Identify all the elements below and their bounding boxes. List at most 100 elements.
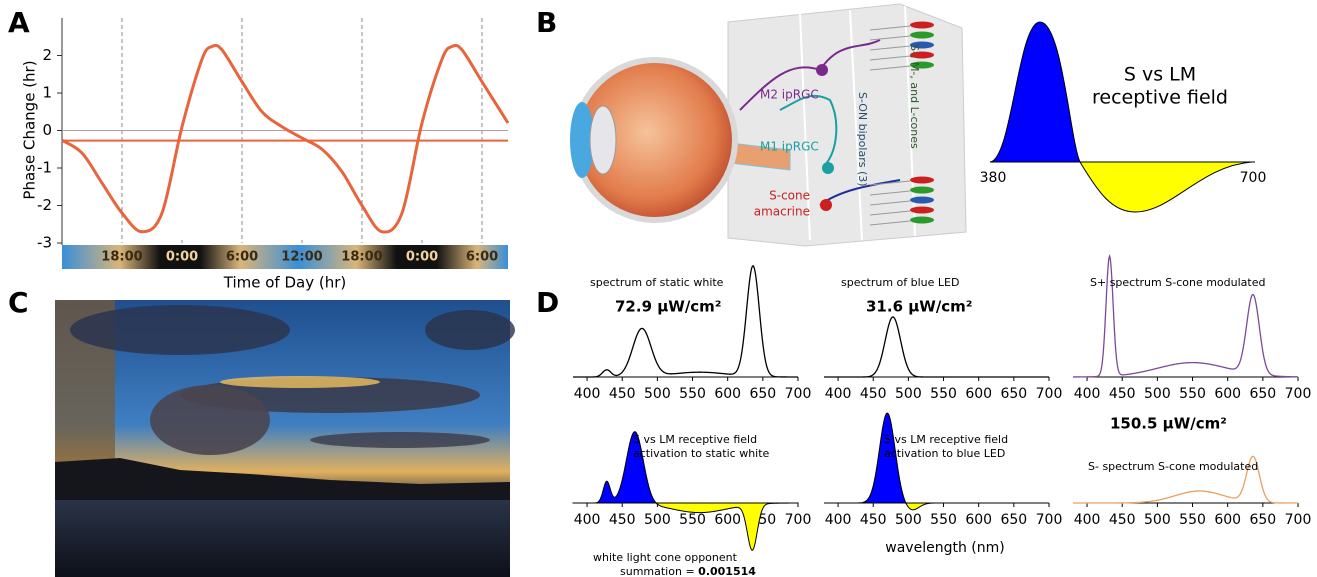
x-tick-label: 400 (574, 386, 601, 402)
rf-range-label: 380 (980, 170, 1007, 186)
rf-title: receptive field (1092, 87, 1228, 109)
x-tick-label: 450 (609, 512, 636, 528)
x-tick-label: 400 (825, 512, 852, 528)
cloud (150, 385, 270, 455)
sunset-photo (55, 300, 515, 577)
x-tick-label: 400 (1074, 386, 1101, 402)
x-tick-label: 500 (895, 386, 922, 402)
x-tick-label: 500 (1144, 386, 1171, 402)
plot-caption: spectrum of blue LED (841, 276, 959, 289)
x-tick-label: 700 (785, 512, 812, 528)
x-tick-label: 650 (1000, 512, 1027, 528)
x-tick-label: 500 (644, 512, 671, 528)
water (55, 500, 510, 577)
x-tick-label: 500 (1144, 512, 1171, 528)
spectrum-curve (1073, 256, 1298, 377)
x-tick-label: 400 (1074, 512, 1101, 528)
plot-caption: S vs LM receptive field (884, 433, 1008, 446)
cloud (425, 310, 515, 350)
x-axis-label: Time of Day (hr) (223, 274, 346, 292)
y-tick-label: 2 (42, 46, 52, 64)
x-tick-label: 18:00 (101, 250, 142, 265)
irradiance: 31.6 μW/cm² (866, 298, 972, 316)
cloud (70, 305, 290, 355)
x-tick-label: 600 (1214, 386, 1241, 402)
x-tick-label: 650 (749, 386, 776, 402)
eye-diagram: M2 ipRGC M1 ipRGC S-cone amacrine S-ON b… (570, 4, 966, 246)
bipolar-label: S-ON bipolars (3) (856, 92, 869, 187)
x-tick-label: 400 (574, 512, 601, 528)
x-tick-label: 450 (609, 386, 636, 402)
y-tick-label: 1 (42, 84, 52, 102)
rf-range-label: 700 (1240, 170, 1267, 186)
summation-text: white light cone opponent (593, 551, 738, 564)
x-tick-label: 450 (860, 386, 887, 402)
cone (910, 197, 934, 204)
x-tick-label: 600 (714, 386, 741, 402)
x-tick-label: 700 (1036, 512, 1063, 528)
scone-label: S-cone (769, 189, 810, 203)
activation-negative (824, 503, 1049, 510)
figure: A B C D Time of Day (hr) Phase Change (h… (0, 0, 1317, 577)
cone (910, 22, 934, 29)
x-tick-label: 500 (895, 512, 922, 528)
summation-value: 0.001514 (698, 565, 756, 577)
cone (910, 217, 934, 224)
y-tick-label: 0 (42, 121, 52, 139)
cell (822, 162, 834, 174)
x-tick-label: 0:00 (406, 250, 438, 265)
y-tick-label: -2 (37, 196, 52, 214)
x-tick-label: 700 (1036, 386, 1063, 402)
summation-line: summation = 0.001514 (620, 565, 756, 577)
irradiance: 150.5 μW/cm² (1110, 415, 1227, 433)
x-tick-label: 550 (679, 512, 706, 528)
spectrum-curve (824, 317, 1049, 377)
cone (910, 177, 934, 184)
rf-negative (1080, 162, 1252, 212)
panel-label: D (536, 286, 559, 319)
cell (816, 64, 828, 76)
x-tick-label: 550 (679, 386, 706, 402)
cone (910, 32, 934, 39)
x-tick-label: 550 (1179, 386, 1206, 402)
y-tick-label: -3 (37, 234, 52, 252)
x-tick-label: 600 (714, 512, 741, 528)
x-tick-label: 650 (1000, 386, 1027, 402)
plot-caption: activation to static white (633, 447, 770, 460)
y-axis-label: Phase Change (hr) (21, 60, 39, 199)
x-tick-label: 550 (930, 512, 957, 528)
x-tick-label: 700 (1285, 386, 1312, 402)
cone (910, 207, 934, 214)
plot-caption: S- spectrum S-cone modulated (1088, 460, 1258, 473)
cone (910, 187, 934, 194)
glow (220, 376, 380, 388)
x-tick-label: 18:00 (341, 250, 382, 265)
plot-caption: S vs LM receptive field (633, 433, 757, 446)
x-tick-label: 550 (930, 386, 957, 402)
cloud (310, 432, 490, 448)
m1-label: M1 ipRGC (760, 140, 819, 154)
x-tick-label: 400 (825, 386, 852, 402)
x-tick-label: 0:00 (166, 250, 198, 265)
m2-label: M2 ipRGC (760, 88, 819, 102)
summation-label: summation = (620, 565, 695, 577)
x-tick-label: 550 (1179, 512, 1206, 528)
x-tick-label: 12:00 (281, 250, 322, 265)
panel-label: A (8, 6, 30, 39)
x-tick-label: 6:00 (466, 250, 498, 265)
x-tick-label: 650 (1249, 386, 1276, 402)
panel-label: B (536, 6, 557, 39)
cones-label: S-, M-, and L-cones (908, 44, 921, 149)
x-tick-label: 450 (1109, 512, 1136, 528)
irradiance: 72.9 μW/cm² (615, 298, 721, 316)
x-tick-label: 450 (1109, 386, 1136, 402)
x-tick-label: 600 (965, 386, 992, 402)
rf-title: S vs LM (1124, 64, 1196, 86)
x-tick-label: 650 (1249, 512, 1276, 528)
wavelength-label: wavelength (nm) (885, 540, 1004, 556)
x-tick-label: 700 (1285, 512, 1312, 528)
plot-caption: S+ spectrum S-cone modulated (1090, 276, 1265, 289)
spectra: 400450500550600650700spectrum of static … (573, 256, 1311, 550)
x-tick-label: 6:00 (226, 250, 258, 265)
